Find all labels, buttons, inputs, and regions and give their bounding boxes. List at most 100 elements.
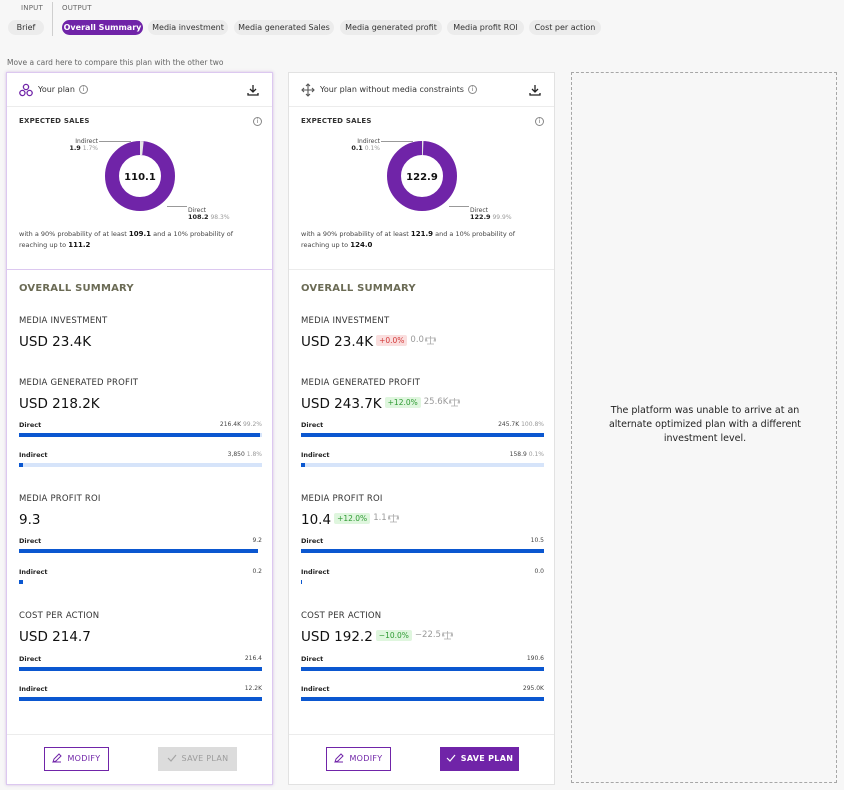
info-icon[interactable]: i bbox=[467, 85, 477, 94]
output-group-label: OUTPUT bbox=[62, 4, 92, 12]
top-navigation: INPUT Brief OUTPUT Overall Summary Media… bbox=[0, 0, 844, 40]
donut-total: 122.9 bbox=[406, 172, 438, 183]
bar-fill bbox=[19, 463, 24, 467]
compare-scale-icon bbox=[449, 398, 461, 407]
direct-leader-line bbox=[167, 206, 187, 207]
cpa-value: USD 192.2 −10.0% −22.5 bbox=[301, 629, 453, 645]
delta-percent-badge: −10.0% bbox=[375, 629, 412, 641]
indirect-leader-line bbox=[381, 141, 413, 142]
direct-callout: Direct 122.9 99.9% bbox=[470, 207, 512, 221]
investment-label: MEDIA INVESTMENT bbox=[19, 316, 108, 326]
drop-zone-message: The platform was unable to arrive at an … bbox=[608, 405, 802, 444]
compare-drop-zone[interactable]: The platform was unable to arrive at an … bbox=[571, 72, 837, 783]
card-footer: MODIFY SAVE PLAN bbox=[7, 734, 272, 785]
tab-media-generated-sales[interactable]: Media generated Sales bbox=[234, 20, 334, 35]
sales-donut-chart: 122.9 bbox=[387, 141, 457, 211]
plan-card-your-plan[interactable]: Your plan i EXPECTED SALES i 110.1 Indire… bbox=[6, 72, 273, 785]
cpa-indirect-bar: Indirect 295.0K bbox=[301, 685, 544, 703]
roi-direct-bar: Direct 10.5 bbox=[301, 537, 544, 555]
tab-brief[interactable]: Brief bbox=[8, 20, 44, 35]
expected-sales-section: EXPECTED SALES i 122.9 Indirect 0.1 0.1%… bbox=[289, 107, 554, 270]
cpa-label: COST PER ACTION bbox=[301, 611, 382, 621]
info-icon[interactable]: i bbox=[535, 117, 544, 126]
bar-fill bbox=[301, 433, 544, 437]
expected-sales-label: EXPECTED SALES bbox=[19, 117, 90, 125]
summary-title: OVERALL SUMMARY bbox=[19, 283, 134, 294]
tab-cost-per-action[interactable]: Cost per action bbox=[529, 20, 601, 35]
tab-media-investment[interactable]: Media investment bbox=[148, 20, 228, 35]
compare-scale-icon bbox=[424, 336, 436, 345]
summary-title: OVERALL SUMMARY bbox=[301, 283, 416, 294]
expected-sales-section: EXPECTED SALES i 110.1 Indirect 1.9 1.7%… bbox=[7, 107, 272, 270]
cpa-indirect-bar: Indirect 12.2K bbox=[19, 685, 262, 703]
delta-absolute: −22.5 bbox=[414, 630, 441, 640]
tab-media-profit-roi[interactable]: Media profit ROI bbox=[447, 20, 524, 35]
info-icon[interactable]: i bbox=[78, 85, 88, 94]
profit-label: MEDIA GENERATED PROFIT bbox=[301, 378, 421, 388]
probability-text: with a 90% probability of at least 121.9… bbox=[301, 230, 516, 249]
roi-label: MEDIA PROFIT ROI bbox=[301, 494, 383, 504]
bar-fill bbox=[301, 697, 544, 701]
compare-scale-icon bbox=[441, 631, 453, 640]
modify-button[interactable]: MODIFY bbox=[44, 747, 109, 771]
profit-indirect-bar: Indirect 158.9 0.1% bbox=[301, 451, 544, 469]
tab-media-generated-profit[interactable]: Media generated profit bbox=[340, 20, 442, 35]
modify-button[interactable]: MODIFY bbox=[326, 747, 391, 771]
bar-fill bbox=[301, 580, 302, 584]
profit-value: USD 243.7K +12.0% 25.6K bbox=[301, 396, 461, 412]
sales-donut-chart: 110.1 bbox=[105, 141, 175, 211]
card-header: Your plan without media constraints i bbox=[289, 73, 554, 107]
expected-sales-label: EXPECTED SALES bbox=[301, 117, 372, 125]
card-title: Your plan bbox=[38, 85, 75, 94]
compare-scale-icon bbox=[387, 514, 399, 523]
donut-indirect-slice bbox=[105, 141, 175, 211]
card-title: Your plan without media constraints bbox=[320, 85, 464, 94]
download-icon[interactable] bbox=[528, 83, 542, 97]
pencil-icon bbox=[52, 752, 63, 763]
cpa-label: COST PER ACTION bbox=[19, 611, 100, 621]
roi-direct-bar: Direct 9.2 bbox=[19, 537, 262, 555]
tab-overall-summary[interactable]: Overall Summary bbox=[62, 20, 143, 35]
roi-indirect-bar: Indirect 0.0 bbox=[301, 568, 544, 584]
indirect-leader-line bbox=[99, 141, 131, 142]
bar-fill bbox=[301, 549, 544, 553]
delta-absolute: 0.0 bbox=[410, 335, 424, 345]
roi-indirect-bar: Indirect 0.2 bbox=[19, 568, 262, 586]
delta-percent-badge: +12.0% bbox=[384, 396, 421, 408]
bar-fill bbox=[19, 549, 259, 553]
direct-leader-line bbox=[449, 206, 469, 207]
card-footer: MODIFY SAVE PLAN bbox=[289, 734, 554, 785]
profit-label: MEDIA GENERATED PROFIT bbox=[19, 378, 139, 388]
profit-value: USD 218.2K bbox=[19, 396, 100, 412]
delta-absolute: 25.6K bbox=[423, 397, 449, 407]
bar-fill bbox=[19, 433, 261, 437]
investment-label: MEDIA INVESTMENT bbox=[301, 316, 390, 326]
bar-fill bbox=[19, 580, 23, 584]
delta-absolute: 1.1 bbox=[373, 513, 387, 523]
roi-label: MEDIA PROFIT ROI bbox=[19, 494, 101, 504]
move-arrows-icon[interactable] bbox=[301, 83, 315, 97]
donut-total: 110.1 bbox=[124, 172, 156, 183]
bar-fill bbox=[301, 463, 305, 467]
probability-text: with a 90% probability of at least 109.1… bbox=[19, 230, 234, 249]
plan-network-icon bbox=[19, 83, 33, 97]
delta-percent-badge: +0.0% bbox=[376, 334, 408, 346]
check-icon bbox=[446, 754, 456, 762]
cpa-direct-bar: Direct 190.6 bbox=[301, 655, 544, 673]
save-plan-button[interactable]: SAVE PLAN bbox=[158, 747, 237, 771]
check-icon bbox=[167, 754, 177, 762]
cpa-value: USD 214.7 bbox=[19, 629, 91, 645]
profit-direct-bar: Direct 216.4K 99.2% bbox=[19, 421, 262, 439]
download-icon[interactable] bbox=[246, 83, 260, 97]
pencil-icon bbox=[334, 752, 345, 763]
nav-divider bbox=[52, 2, 53, 36]
donut-indirect-slice bbox=[387, 141, 457, 211]
investment-value: USD 23.4K +0.0% 0.0 bbox=[301, 334, 436, 350]
roi-value: 10.4 +12.0% 1.1 bbox=[301, 512, 399, 528]
indirect-callout: Indirect 1.9 1.7% bbox=[69, 138, 98, 152]
save-plan-button[interactable]: SAVE PLAN bbox=[440, 747, 519, 771]
info-icon[interactable]: i bbox=[253, 117, 262, 126]
plan-card-without-constraints[interactable]: Your plan without media constraints i EXP… bbox=[288, 72, 555, 785]
profit-direct-bar: Direct 245.7K 100.8% bbox=[301, 421, 544, 439]
input-group-label: INPUT bbox=[21, 4, 43, 12]
